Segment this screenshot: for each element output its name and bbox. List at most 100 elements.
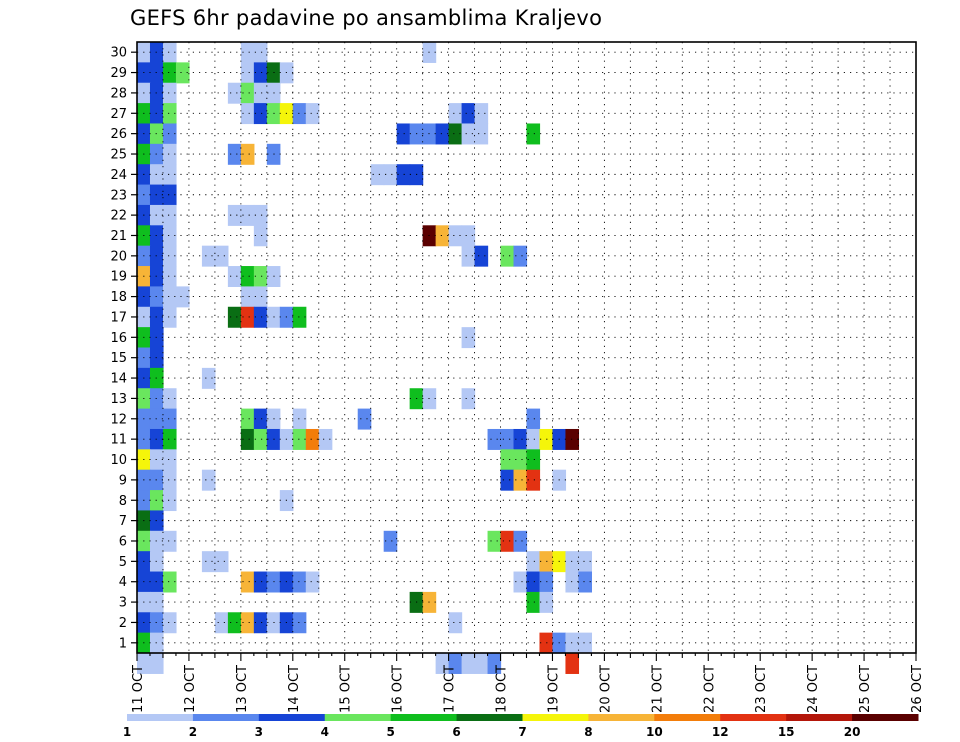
x-tick-label: 11 OCT — [131, 665, 146, 713]
y-tick-label: 30 — [110, 46, 127, 61]
precip-cell — [162, 123, 177, 145]
colorbar-swatch — [324, 714, 392, 721]
precip-cell — [305, 103, 320, 125]
y-axis: 1234567891011121314151617181920212223242… — [110, 46, 137, 651]
precip-cell — [240, 612, 255, 634]
precip-cell — [578, 571, 593, 593]
precip-cell — [162, 408, 177, 430]
precip-cell — [513, 245, 528, 267]
y-tick-label: 7 — [119, 514, 127, 529]
precip-cell — [474, 653, 489, 674]
precip-cell — [162, 184, 177, 206]
colorbar-label: 10 — [646, 725, 663, 739]
precip-cell — [240, 266, 255, 287]
colorbar: 1 2 3 4 5 6 7 8 10 12 15 20 — [123, 714, 919, 739]
precip-cell — [513, 571, 528, 593]
precip-cell — [565, 428, 580, 450]
precip-cell — [526, 469, 541, 491]
precip-cell — [370, 164, 385, 186]
precip-cell — [448, 225, 463, 247]
y-tick-label: 6 — [119, 534, 127, 549]
colorbar-label: 4 — [321, 725, 329, 739]
precip-cell — [474, 123, 489, 145]
precip-cell — [513, 469, 528, 491]
precip-cell — [240, 143, 255, 165]
y-tick-label: 25 — [110, 148, 127, 163]
x-tick-label: 12 OCT — [183, 665, 198, 713]
precip-cell — [227, 306, 242, 328]
x-tick-label: 18 OCT — [495, 665, 510, 713]
y-tick-label: 14 — [110, 372, 127, 387]
precip-cell — [526, 551, 541, 573]
y-tick-label: 20 — [110, 249, 127, 264]
x-tick-label: 21 OCT — [650, 665, 665, 713]
precip-cell — [162, 469, 177, 491]
x-tick-label: 24 OCT — [806, 665, 821, 713]
precip-cell — [214, 245, 229, 267]
precip-cell — [487, 653, 502, 674]
precip-cell — [162, 449, 177, 471]
precip-cell — [500, 428, 515, 450]
precip-cell — [565, 632, 580, 654]
y-tick-label: 22 — [110, 209, 127, 224]
precip-cell — [292, 612, 307, 634]
precip-cell — [396, 123, 411, 145]
y-tick-label: 23 — [110, 188, 127, 203]
precip-cell — [240, 82, 255, 104]
x-tick-label: 14 OCT — [287, 665, 302, 713]
precip-cell — [162, 490, 177, 512]
y-tick-label: 1 — [119, 636, 127, 651]
precip-cell — [162, 204, 177, 226]
precip-cell — [253, 103, 268, 125]
precip-cell — [162, 103, 177, 125]
x-tick-label: 20 OCT — [598, 665, 613, 713]
precip-cell — [214, 612, 229, 634]
precip-cell — [435, 653, 450, 674]
precip-cell — [461, 103, 476, 125]
precip-cell — [500, 245, 515, 267]
precip-cell — [240, 286, 255, 308]
precip-cell — [253, 428, 268, 450]
y-tick-label: 3 — [119, 596, 127, 611]
precip-cell — [474, 245, 489, 267]
precip-cell — [526, 408, 541, 430]
precip-cell — [253, 225, 268, 247]
colorbar-swatch — [390, 714, 458, 721]
precip-cell — [461, 327, 476, 349]
precip-cell — [526, 428, 541, 450]
y-tick-label: 17 — [110, 310, 127, 325]
y-tick-label: 8 — [119, 494, 127, 509]
precip-cell — [461, 123, 476, 145]
colorbar-label: 8 — [584, 725, 592, 739]
precip-cell — [526, 571, 541, 593]
precip-cell — [383, 530, 398, 552]
y-tick-label: 19 — [110, 270, 127, 285]
precip-cell — [461, 225, 476, 247]
y-tick-label: 16 — [110, 331, 127, 346]
precip-cell — [240, 408, 255, 430]
precip-cell — [305, 571, 320, 593]
precip-cell — [175, 62, 190, 84]
precip-cell — [292, 103, 307, 125]
grid-layer — [137, 42, 916, 653]
precip-cell — [227, 204, 242, 226]
precip-cell — [578, 632, 593, 654]
y-tick-label: 5 — [119, 555, 127, 570]
precip-cell — [578, 551, 593, 573]
chart-title: GEFS 6hr padavine po ansamblima Kraljevo — [130, 6, 603, 30]
precip-cell — [162, 530, 177, 552]
colorbar-label: 15 — [778, 725, 795, 739]
y-tick-label: 28 — [110, 86, 127, 101]
precip-cell — [240, 204, 255, 226]
x-tick-label: 17 OCT — [443, 665, 458, 713]
precip-cell — [565, 551, 580, 573]
precip-cell — [435, 225, 450, 247]
precip-cell — [383, 164, 398, 186]
colorbar-swatch — [456, 714, 523, 721]
precip-cell — [149, 653, 164, 674]
y-tick-label: 24 — [110, 168, 127, 183]
y-tick-label: 27 — [110, 107, 127, 122]
precip-cell — [162, 266, 177, 287]
precip-cell — [500, 530, 515, 552]
colorbar-swatch — [654, 714, 721, 721]
